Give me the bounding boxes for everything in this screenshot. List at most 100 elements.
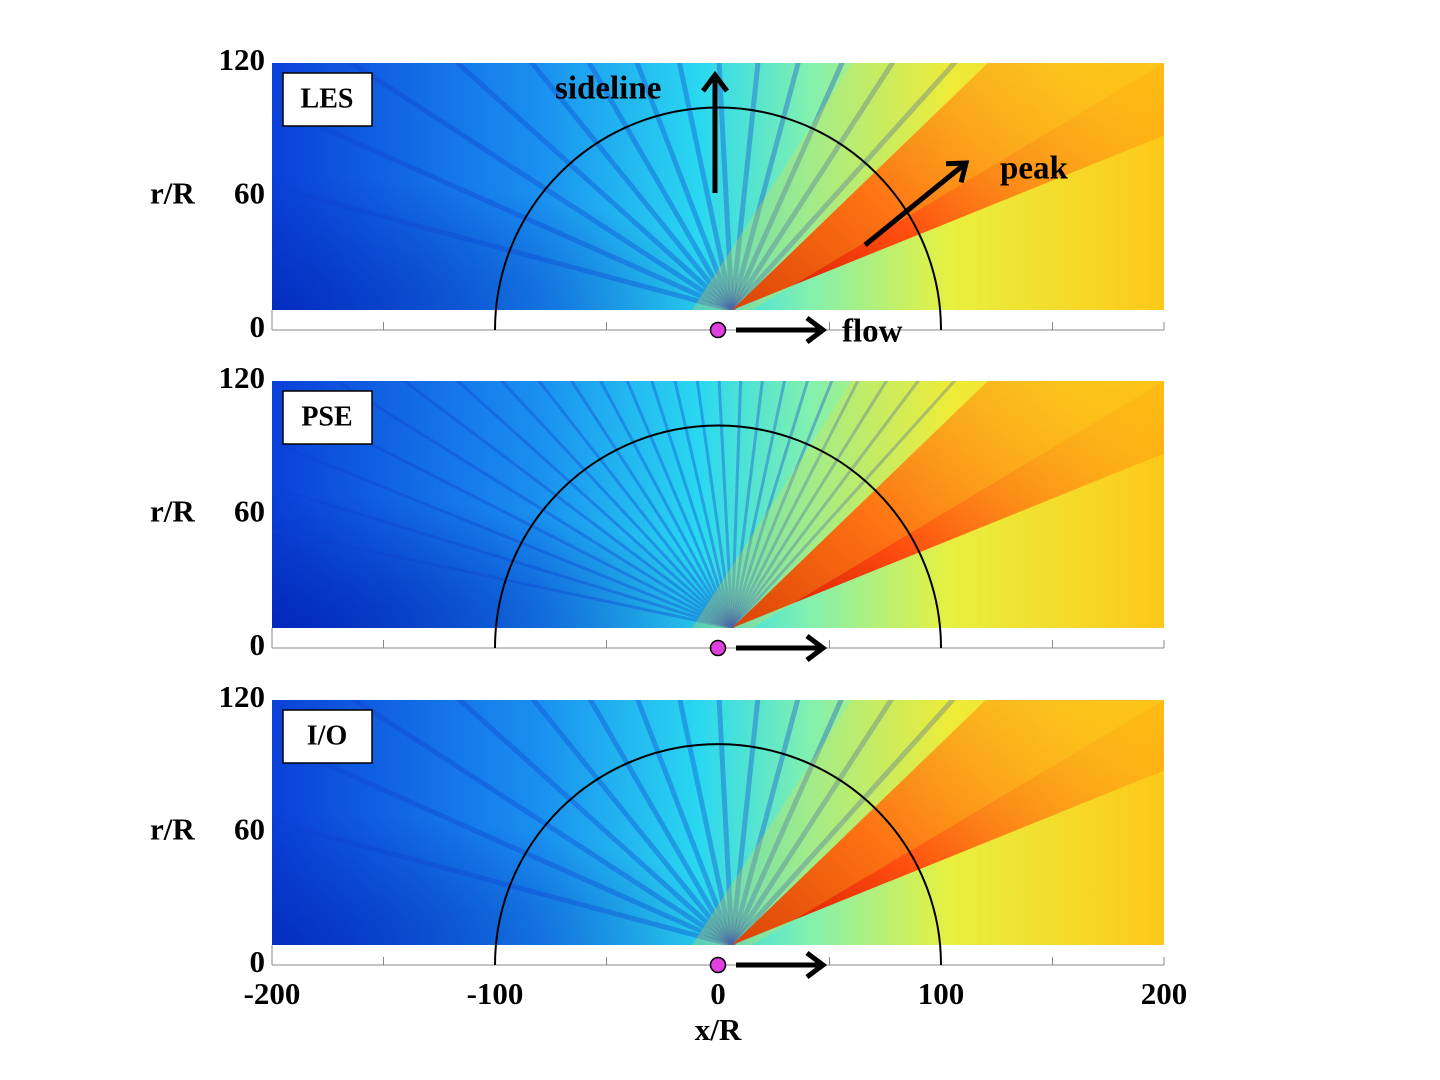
ray [695,381,734,628]
arc [494,106,942,331]
y-tick-label: 0 [250,309,266,344]
ray [730,381,834,628]
hot-wedge [732,63,1164,310]
ray [350,700,734,945]
source-marker [709,639,727,657]
ray [677,700,735,945]
ray [635,700,735,945]
y-tick-label: 60 [234,494,265,529]
ray [729,700,761,945]
ray [716,700,735,945]
source-marker [709,321,727,339]
panel-label: PSE [301,401,352,432]
ray [729,63,845,310]
ray [272,440,733,628]
ray [730,381,860,628]
ray [729,63,896,310]
ray [456,700,734,945]
label-box [282,709,373,764]
source-marker [709,956,727,974]
y-axis-label: r/R [150,176,195,211]
ray [625,381,734,628]
heatmap [272,63,1164,310]
ray [730,63,958,310]
ray [530,700,734,945]
ray [453,63,734,310]
ray [587,700,735,945]
label-box [282,390,373,445]
arc [494,424,942,649]
y-tick-label: 0 [250,944,266,979]
arrow [863,161,968,247]
ray [729,700,895,945]
ray [730,381,787,628]
ray [272,819,733,945]
ray [730,381,889,628]
ray [716,63,735,310]
ray [333,381,733,628]
x-tick-label: 200 [1141,976,1188,1011]
ray [272,528,733,628]
x-tick-label: -100 [467,976,524,1011]
ray [730,381,957,628]
x-tick-label: -200 [244,976,301,1011]
arrow-head [805,316,828,344]
arrow-head [805,951,828,979]
ray [634,63,735,310]
panel: 0 60 120 r/R I/O -200 -100 0 100 200 x/R [150,679,1188,1047]
panel: 0 60 120 r/R PSE [150,360,1165,662]
ray [730,381,743,628]
ray [586,63,735,310]
ray [730,700,956,945]
heatmap [272,700,1164,945]
y-tick-label: 120 [219,42,266,77]
label-box [282,72,373,127]
ray [730,381,921,628]
panel: 0 60 120 r/R LES sideline peak flow [150,42,1165,350]
ray [729,700,801,945]
ray [347,63,734,310]
panel-label: LES [301,83,354,114]
annotation: flow [842,314,903,350]
ray [569,381,734,628]
ray [272,102,734,310]
warm-wedge [692,63,1164,310]
ray [730,381,810,628]
x-tick-label: 0 [710,976,726,1011]
y-tick-label: 120 [219,679,266,714]
ray [729,63,801,310]
x-tick-label: 100 [918,976,965,1011]
arrow-head [945,160,970,184]
ray [272,485,733,628]
annotation: peak [1000,151,1069,187]
ray [455,381,734,628]
panel-label: I/O [307,720,347,751]
y-axis-label: r/R [150,494,195,529]
hot-wedge [732,381,1164,628]
y-tick-label: 60 [234,176,265,211]
ray [650,381,734,628]
arrow-head [701,70,729,93]
ray [598,381,734,628]
ray [528,63,734,310]
ray [401,381,733,628]
y-tick-label: 0 [250,627,266,662]
y-tick-label: 60 [234,812,265,847]
annotation: sideline [555,71,661,107]
ray [537,381,734,628]
ray [499,381,734,628]
x-axis-label: x/R [695,1012,742,1047]
y-axis-label: r/R [150,812,195,847]
ray [272,184,733,310]
ray [729,63,761,310]
warm-wedge [692,700,1164,945]
ray [673,381,734,628]
ray [676,63,735,310]
y-tick-label: 120 [219,360,266,395]
hot-wedge [732,700,1164,945]
arrow-head [805,634,828,662]
heatmap [272,381,1164,628]
ray [729,700,844,945]
arc [494,743,942,966]
